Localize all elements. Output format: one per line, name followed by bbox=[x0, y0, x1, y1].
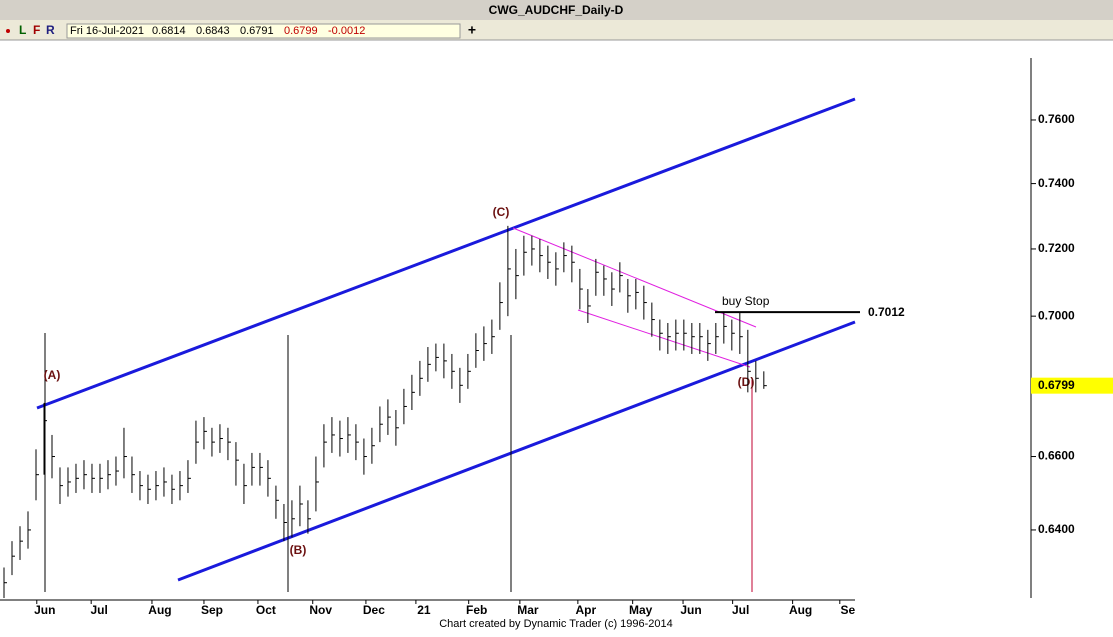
info-change: -0.0012 bbox=[328, 25, 365, 37]
last-price-box bbox=[1031, 377, 1113, 394]
add-button[interactable]: + bbox=[468, 22, 476, 38]
x-tick-label: Feb bbox=[466, 603, 487, 617]
footer: Chart created by Dynamic Trader (c) 1996… bbox=[439, 618, 673, 630]
title-bar bbox=[0, 0, 1113, 20]
x-tick-label: Apr bbox=[576, 603, 597, 617]
wedge-upper bbox=[512, 227, 757, 328]
info-high: 0.6843 bbox=[196, 25, 230, 37]
y-tick-label: 0.7400 bbox=[1038, 176, 1075, 190]
x-tick-label: Jun bbox=[34, 603, 55, 617]
menu-r[interactable]: R bbox=[46, 23, 55, 37]
wave-label: (B) bbox=[290, 543, 307, 557]
buy-stop-value: 0.7012 bbox=[868, 305, 905, 319]
x-tick-label: May bbox=[629, 603, 653, 617]
info-close: 0.6799 bbox=[284, 25, 318, 37]
x-tick-label: Se bbox=[840, 603, 855, 617]
y-tick-label: 0.7000 bbox=[1038, 308, 1075, 322]
x-tick-label: 21 bbox=[417, 603, 431, 617]
window-title: CWG_AUDCHF_Daily-D bbox=[489, 3, 624, 17]
info-open: 0.6814 bbox=[152, 25, 186, 37]
x-tick-label: Aug bbox=[789, 603, 812, 617]
buy-stop-label: buy Stop bbox=[722, 294, 770, 308]
x-tick-label: Oct bbox=[256, 603, 276, 617]
wave-label: (C) bbox=[493, 205, 510, 219]
info-box bbox=[66, 23, 461, 39]
x-tick-label: Jul bbox=[91, 603, 108, 617]
y-tick-label: 0.6400 bbox=[1038, 522, 1075, 536]
x-tick-label: Jun bbox=[680, 603, 701, 617]
x-tick-label: Dec bbox=[363, 603, 385, 617]
info-low: 0.6791 bbox=[240, 25, 274, 37]
y-tick-label: 0.7200 bbox=[1038, 241, 1075, 255]
status-dot bbox=[6, 29, 10, 33]
info-date: Fri 16-Jul-2021 bbox=[70, 25, 144, 37]
x-tick-label: Jul bbox=[732, 603, 749, 617]
x-tick-label: Mar bbox=[517, 603, 539, 617]
x-tick-label: Aug bbox=[148, 603, 171, 617]
y-tick-label: 0.7600 bbox=[1038, 112, 1075, 126]
channel-lower bbox=[177, 320, 856, 582]
wedge-lower bbox=[577, 309, 751, 368]
y-tick-label: 0.6600 bbox=[1038, 449, 1075, 463]
last-price-label: 0.6799 bbox=[1038, 378, 1075, 392]
menu-f[interactable]: F bbox=[33, 23, 40, 37]
wave-label: (D) bbox=[738, 375, 755, 389]
x-tick-label: Sep bbox=[201, 603, 223, 617]
x-tick-label: Nov bbox=[309, 603, 332, 617]
wave-label: (A) bbox=[44, 368, 61, 382]
menu-l[interactable]: L bbox=[19, 23, 26, 37]
channel-upper bbox=[36, 97, 856, 410]
